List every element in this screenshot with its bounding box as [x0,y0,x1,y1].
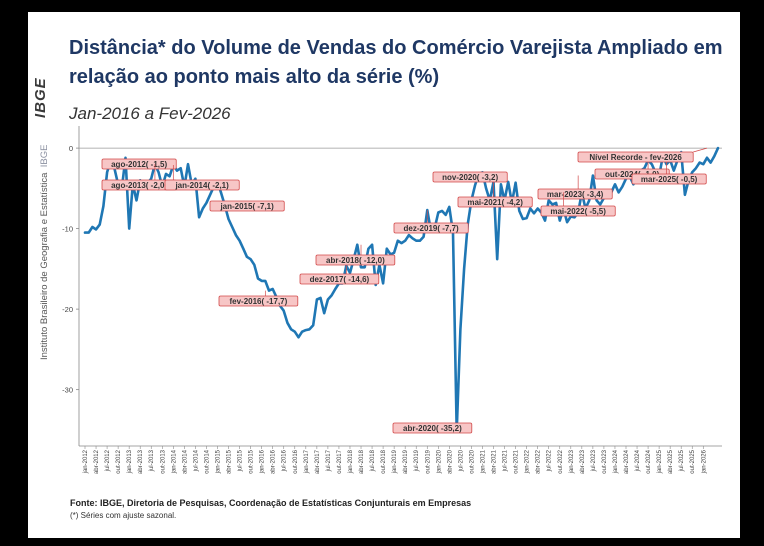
x-tick-label: jul-2019 [414,449,420,472]
x-tick-label: abr-2016 [271,449,277,474]
annotation-box [299,273,380,285]
y-tick-label: -30 [62,386,73,395]
x-tick-label: out-2019 [425,449,431,473]
x-tick-label: jan-2018 [348,449,354,474]
x-tick-label: jul-2016 [282,449,288,472]
x-tick-label: jul-2025 [679,449,685,472]
x-tick-label: jan-2016 [260,449,266,474]
annotation-label: abr-2018( -12,0) [326,256,385,265]
y-tick-label: -20 [62,305,73,314]
annotation-label: dez-2019( -7,7) [404,224,459,233]
source-text: Fonte: IBGE, Diretoria de Pesquisas, Coo… [70,498,472,508]
annotation-box [577,151,694,163]
annotation-label: ago-2012( -1,5) [111,160,167,169]
annotation-label: ago-2013( -2,0) [111,181,167,190]
annotation-label: mar-2023( -3,4) [547,190,604,199]
x-tick-label: out-2015 [249,449,255,473]
annotation-box [218,295,299,307]
x-tick-label: out-2023 [602,449,608,473]
annotation-box [209,200,285,212]
annotation-box [457,196,533,208]
x-tick-label: out-2024 [646,449,652,473]
annotation-box [540,205,616,217]
annotation-label: jan-2014( -2,1) [174,181,229,190]
annotation-label: jan-2015( -7,1) [219,202,274,211]
annotation-label: nov-2020( -3,2) [442,173,498,182]
x-tick-label: out-2021 [514,449,520,473]
annotation-box [164,179,240,191]
x-tick-label: abr-2018 [359,449,365,474]
x-tick-label: jan-2025 [657,449,663,474]
x-tick-label: abr-2019 [403,449,409,474]
x-tick-label: out-2018 [381,449,387,473]
x-tick-label: out-2016 [293,449,299,473]
x-tick-label: jan-2019 [392,449,398,474]
annotation-label: mai-2021( -4,2) [467,198,523,207]
x-tick-label: abr-2015 [227,449,233,474]
page-subtitle: Jan-2016 a Fev-2026 [69,104,231,123]
annotation-box [101,158,177,170]
annotation-box [392,422,473,434]
x-tick-label: jan-2021 [480,449,486,474]
x-tick-label: out-2013 [160,449,166,473]
x-tick-label: abr-2022 [536,449,542,474]
x-tick-label: out-2020 [469,449,475,473]
annotation-box [315,254,396,266]
x-tick-label: abr-2020 [447,449,453,474]
x-tick-label: jul-2020 [458,449,464,472]
annotation-box [393,222,469,234]
slide: IBGE Instituto Brasileiro de Geografia e… [28,12,740,538]
x-tick-label: jan-2026 [701,449,707,474]
x-tick-label: abr-2023 [580,449,586,474]
annotation-label: Nível Recorde - fev-2026 [589,153,682,162]
x-tick-label: abr-2021 [492,449,498,474]
x-tick-label: abr-2014 [182,449,188,474]
x-tick-label: out-2022 [558,449,564,473]
x-tick-label: jan-2023 [569,449,575,474]
x-tick-label: abr-2024 [624,449,630,474]
x-tick-label: jul-2012 [105,449,111,472]
x-tick-label: jul-2017 [326,449,332,472]
x-tick-label: jan-2024 [613,449,619,474]
annotation-label: mar-2025( -0,5) [641,175,698,184]
x-tick-label: jan-2017 [304,449,310,474]
annotation-box [432,171,508,183]
x-tick-label: jul-2022 [547,449,553,472]
x-tick-label: out-2012 [116,449,122,473]
series-line [83,146,720,433]
y-tick-label: -10 [62,225,73,234]
x-tick-label: jul-2024 [635,449,641,472]
annotation-label: fev-2016( -17,7) [229,297,287,306]
x-tick-label: jan-2014 [171,449,177,474]
x-tick-label: abr-2012 [94,449,100,474]
x-tick-label: jul-2023 [591,449,597,472]
annotation-label: mai-2022( -5,5) [550,207,606,216]
x-tick-label: jul-2013 [149,449,155,472]
x-tick-label: out-2014 [204,449,210,473]
line-chart: 0 -10 -20 -30 jan-2012 abr-2012 jul-2012 out-20… [62,126,722,474]
page-title: Distância* do Volume de Vendas do Comérc… [69,37,723,88]
annotation-leader [693,147,708,153]
x-tick-label: jul-2015 [238,449,244,472]
annotation-label: abr-2020( -35,2) [403,424,462,433]
x-tick-label: jan-2022 [525,449,531,474]
x-tick-label: jul-2014 [193,449,199,472]
x-tick-label: abr-2025 [668,449,674,474]
x-tick-label: abr-2017 [315,449,321,474]
x-tick-label: jan-2020 [436,449,442,474]
x-tick-label: out-2017 [337,449,343,473]
footnote-text: (*) Séries com ajuste sazonal. [70,511,177,520]
x-tick-label: jan-2013 [127,449,133,474]
x-tick-label: abr-2013 [138,449,144,474]
x-tick-label: out-2025 [690,449,696,473]
annotation-box [537,188,613,200]
x-tick-label: jul-2021 [503,449,509,472]
y-tick-label: 0 [69,144,73,153]
annotation-label: dez-2017( -14,6) [310,275,370,284]
x-tick-label: jul-2018 [370,449,376,472]
x-tick-label: jan-2012 [83,449,89,474]
annotation-box [631,173,707,185]
x-tick-label: jan-2015 [215,449,221,474]
